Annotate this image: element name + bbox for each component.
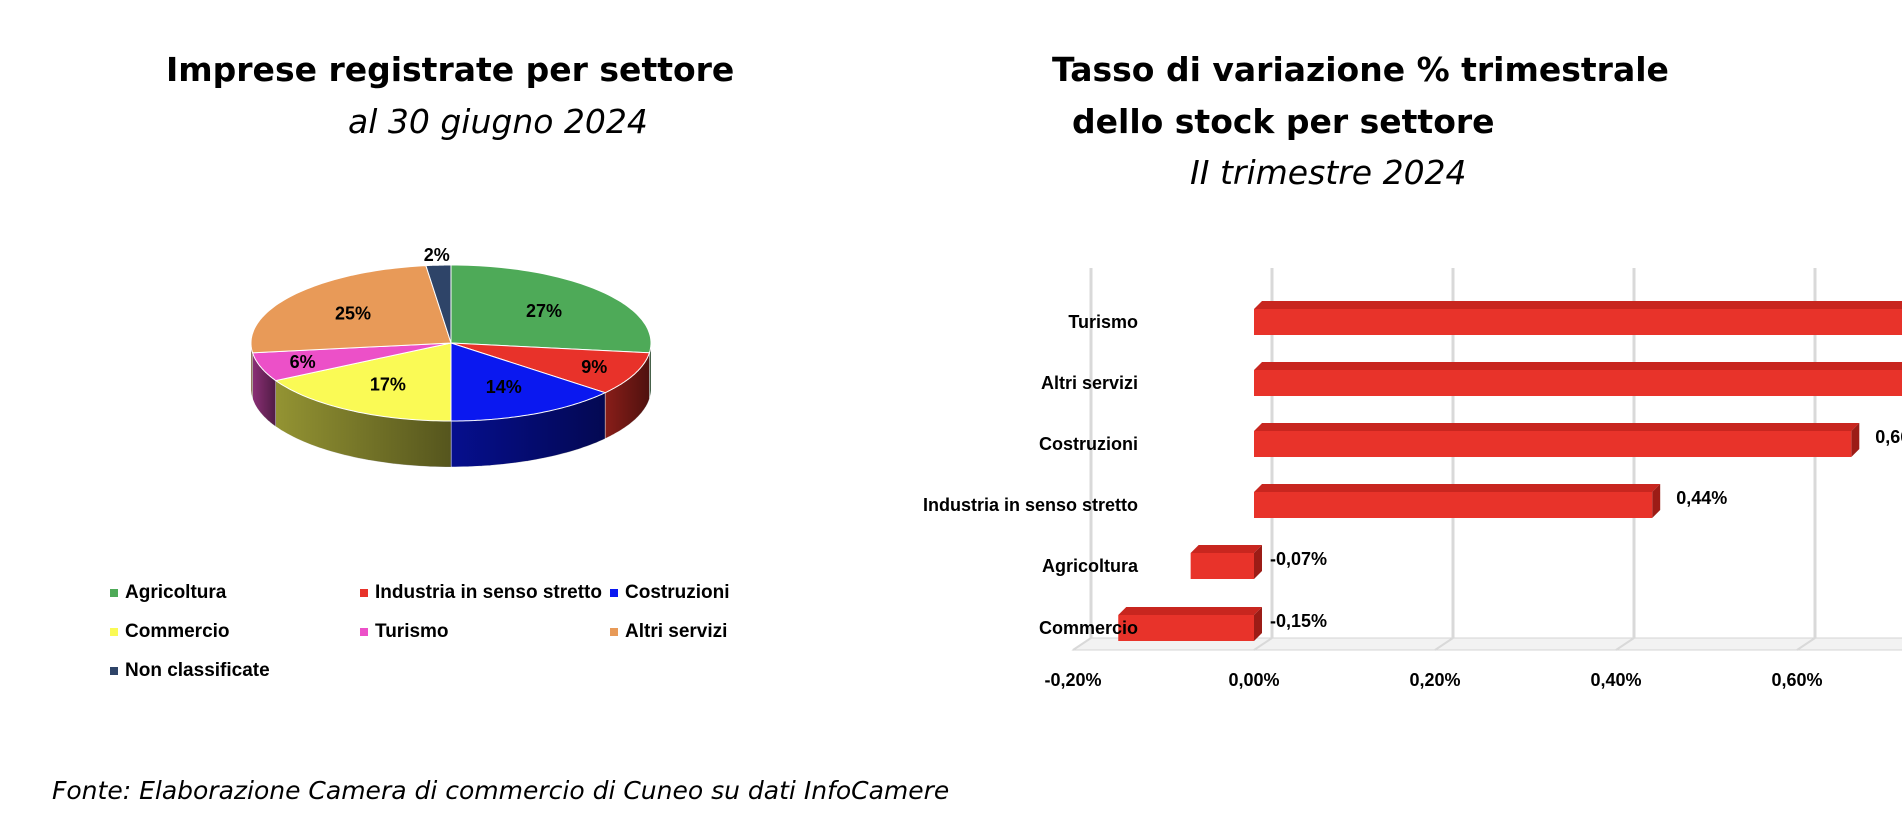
pie-side-shade-5: [251, 343, 253, 399]
gridline-depth: [1253, 637, 1273, 651]
legend-item: Altri servizi: [610, 621, 727, 643]
pie-slice-non-classificate: [425, 264, 452, 344]
pie-slice-altri-servizi: [250, 265, 452, 354]
legend-item: Industria in senso stretto: [360, 582, 602, 604]
pie-data-label: 2%: [424, 245, 450, 265]
pie-data-label: 6%: [290, 352, 316, 372]
legend-label: Agricoltura: [125, 582, 227, 603]
bar-costruzioni: [1254, 431, 1852, 457]
pie-data-label: 9%: [581, 357, 607, 377]
category-label: Commercio: [1039, 618, 1138, 638]
bar-top: [1254, 484, 1661, 492]
legend-swatch: [360, 589, 368, 597]
bar-chart-subtitle: II trimestre 2024: [1190, 153, 1467, 192]
legend-swatch: [110, 628, 118, 636]
bar-top: [1118, 607, 1262, 615]
pie-data-label: 25%: [335, 303, 371, 323]
legend-item: Commercio: [110, 621, 230, 643]
legend-label: Turismo: [375, 621, 449, 642]
bar-top: [1254, 423, 1860, 431]
pie-slice-costruzioni: [450, 342, 607, 422]
legend-swatch: [610, 628, 618, 636]
pie-side-shade-1: [605, 352, 650, 439]
pie-chart-title: Imprese registrate per settore: [166, 50, 735, 89]
bar-data-label: 0,44%: [1676, 488, 1727, 508]
bar-agricoltura: [1190, 553, 1254, 579]
legend-label: Industria in senso stretto: [375, 582, 602, 603]
bar-side: [1254, 545, 1262, 579]
x-tick-label: 0,20%: [1409, 670, 1460, 690]
category-label: Costruzioni: [1039, 434, 1138, 454]
x-tick-label: 0,00%: [1228, 670, 1279, 690]
legend-item: Turismo: [360, 621, 449, 643]
pie-tops: [250, 264, 652, 422]
bar-turismo: [1254, 309, 1902, 335]
bar-altri-servizi: [1254, 370, 1902, 396]
bar-chart: -0,20%0,00%0,20%0,40%0,60%0,80%1,00%Turi…: [923, 268, 1902, 690]
gridline-depth: [1615, 637, 1635, 651]
x-tick-label: 0,40%: [1590, 670, 1641, 690]
category-label: Altri servizi: [1041, 373, 1138, 393]
pie-side-shade-0: [649, 343, 651, 399]
legend-item: Agricoltura: [110, 582, 226, 604]
source-note: Fonte: Elaborazione Camera di commercio …: [52, 776, 950, 805]
bar-data-label: -0,15%: [1270, 611, 1327, 631]
pie-side-shade-2: [451, 392, 606, 467]
pie-chart-subtitle: al 30 giugno 2024: [348, 102, 648, 141]
legend-swatch: [360, 628, 368, 636]
category-label: Agricoltura: [1042, 556, 1139, 576]
bar-commercio: [1118, 615, 1254, 641]
bar-chart-title-line1: Tasso di variazione % trimestrale: [1052, 50, 1669, 89]
legend-label: Altri servizi: [625, 621, 728, 642]
pie-labels: 27% 9% 14% 17% 6% 25% 2%: [290, 245, 608, 397]
bar-side: [1851, 423, 1860, 457]
x-tick-label: 0,60%: [1771, 670, 1822, 690]
bar-labels: -0,20%0,00%0,20%0,40%0,60%0,80%1,00%Turi…: [923, 312, 1902, 690]
pie-slice-turismo: [251, 342, 452, 382]
bar-top: [1190, 545, 1262, 553]
legend-swatch: [110, 667, 118, 675]
bar-side: [1254, 607, 1262, 641]
bar-bars: [1118, 301, 1902, 641]
category-label: Turismo: [1068, 312, 1138, 332]
pie-slice-agricoltura: [450, 264, 652, 354]
legend-item: Non classificate: [110, 660, 270, 682]
bar-chart-title-line2: dello stock per settore: [1072, 102, 1495, 141]
x-tick-label: -0,20%: [1044, 670, 1101, 690]
legend-swatch: [610, 589, 618, 597]
pie-slice-industria-in-senso-stretto: [450, 342, 651, 394]
legend-swatch: [110, 589, 118, 597]
category-label: Industria in senso stretto: [923, 495, 1138, 515]
gridline-depth: [1434, 637, 1454, 651]
bar-industria-in-senso-stretto: [1254, 492, 1653, 518]
pie-slice-commercio: [274, 342, 452, 422]
pie-data-label: 14%: [486, 377, 522, 397]
pie-side-shade-4: [252, 352, 276, 427]
legend-label: Commercio: [125, 621, 230, 642]
bar-side: [1652, 484, 1661, 518]
gridline-depth: [1072, 637, 1092, 651]
pie-data-label: 17%: [370, 375, 406, 395]
bar-top: [1254, 301, 1902, 309]
pie-data-label: 27%: [526, 301, 562, 321]
legend-label: Non classificate: [125, 660, 270, 681]
pie-chart: 27% 9% 14% 17% 6% 25% 2%: [250, 245, 652, 468]
bar-data-label: -0,07%: [1270, 549, 1327, 569]
gridline-depth: [1796, 637, 1816, 651]
bar-data-label: 0,66%: [1875, 427, 1902, 447]
legend-label: Costruzioni: [625, 582, 730, 603]
bar-top: [1254, 362, 1902, 370]
legend-item: Costruzioni: [610, 582, 730, 604]
